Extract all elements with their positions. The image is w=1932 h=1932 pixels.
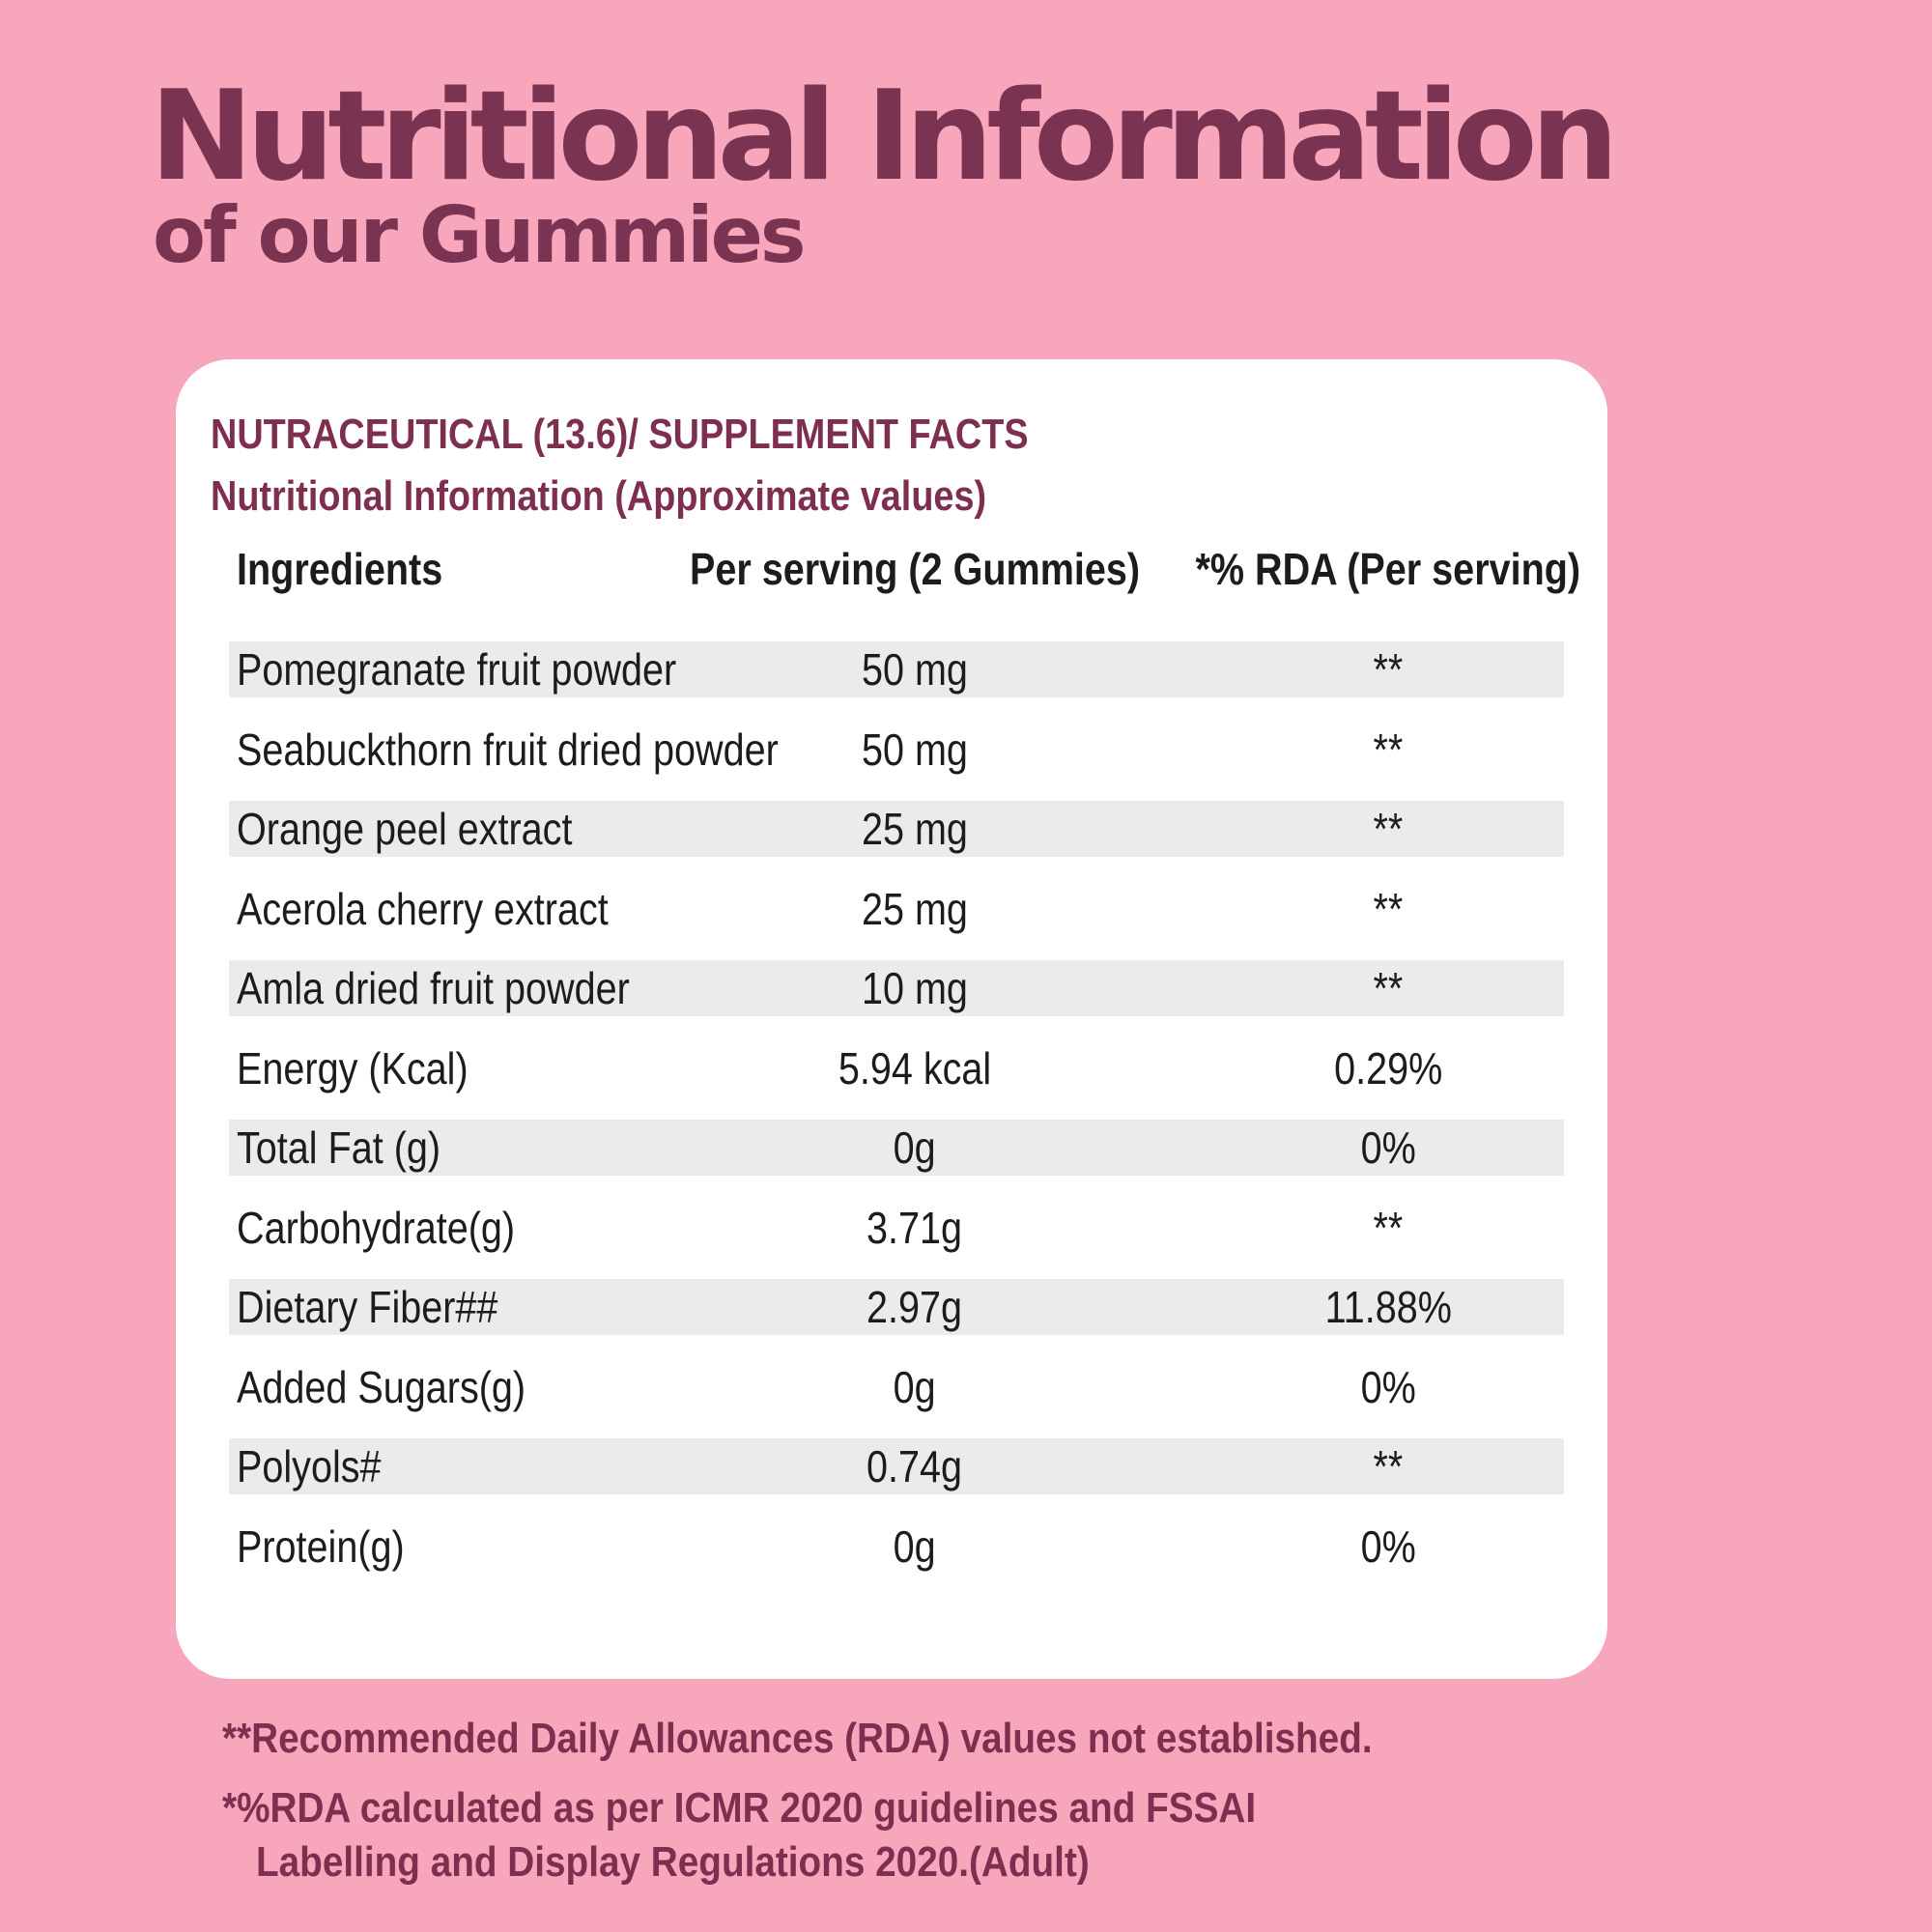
ingredient-amount: 0g bbox=[893, 1520, 936, 1572]
table-row: Dietary Fiber## 2.97g 11.88% bbox=[229, 1258, 1564, 1338]
column-header-ingredients: Ingredients bbox=[237, 544, 443, 594]
ingredient-amount: 25 mg bbox=[862, 883, 968, 934]
table-header-row: Ingredients Per serving (2 Gummies) *% R… bbox=[229, 535, 1580, 603]
ingredient-rda: ** bbox=[1373, 1441, 1404, 1492]
ingredient-name: Carbohydrate(g) bbox=[237, 1202, 516, 1253]
ingredient-name: Seabuckthorn fruit dried powder bbox=[237, 724, 779, 775]
row-shading bbox=[229, 801, 1564, 857]
ingredient-rda: ** bbox=[1373, 883, 1404, 934]
ingredient-amount: 2.97g bbox=[867, 1282, 963, 1332]
ingredient-amount: 0.74g bbox=[867, 1441, 963, 1492]
ingredient-amount: 0g bbox=[893, 1361, 936, 1412]
column-header-per-serving: Per serving (2 Gummies) bbox=[689, 544, 1141, 594]
table-row: Orange peel extract 25 mg ** bbox=[229, 780, 1564, 860]
table-row: Seabuckthorn fruit dried powder 50 mg ** bbox=[229, 700, 1564, 781]
ingredient-rda: 0% bbox=[1360, 1122, 1416, 1173]
page-subtitle: of our Gummies bbox=[153, 190, 806, 280]
row-shading bbox=[229, 641, 1564, 697]
table-row: Acerola cherry extract 25 mg ** bbox=[229, 860, 1564, 940]
row-shading bbox=[229, 1279, 1564, 1335]
nutrition-table: Ingredients Per serving (2 Gummies) *% R… bbox=[229, 535, 1580, 1577]
ingredient-amount: 25 mg bbox=[862, 804, 968, 854]
ingredient-amount: 50 mg bbox=[862, 724, 968, 775]
ingredient-amount: 5.94 kcal bbox=[838, 1042, 992, 1094]
supplement-facts-heading: NUTRACEUTICAL (13.6)/ SUPPLEMENT FACTS bbox=[211, 411, 1029, 458]
ingredient-name: Energy (Kcal) bbox=[237, 1042, 469, 1094]
column-header-rda: *% RDA (Per serving) bbox=[1195, 544, 1581, 594]
row-shading bbox=[229, 960, 1564, 1016]
table-row: Energy (Kcal) 5.94 kcal 0.29% bbox=[229, 1019, 1564, 1099]
ingredient-name: Total Fat (g) bbox=[237, 1122, 441, 1173]
row-shading bbox=[229, 1438, 1564, 1494]
table-row: Added Sugars(g) 0g 0% bbox=[229, 1338, 1564, 1418]
ingredient-name: Added Sugars(g) bbox=[237, 1361, 526, 1412]
footnote-rda-calculation-continued: Labelling and Display Regulations 2020.(… bbox=[256, 1838, 1090, 1886]
ingredient-name: Polyols# bbox=[237, 1441, 382, 1492]
ingredient-rda: ** bbox=[1373, 724, 1404, 775]
footnote-rda-not-established: **Recommended Daily Allowances (RDA) val… bbox=[222, 1715, 1373, 1762]
table-row: Amla dried fruit powder 10 mg ** bbox=[229, 939, 1564, 1019]
table-row: Total Fat (g) 0g 0% bbox=[229, 1098, 1564, 1179]
table-row: Polyols# 0.74g ** bbox=[229, 1417, 1564, 1497]
ingredient-amount: 50 mg bbox=[862, 644, 968, 695]
table-row: Pomegranate fruit powder 50 mg ** bbox=[229, 620, 1564, 700]
ingredient-rda: 0% bbox=[1360, 1520, 1416, 1572]
ingredient-rda: 11.88% bbox=[1324, 1282, 1452, 1332]
table-body: Pomegranate fruit powder 50 mg ** Seabuckth… bbox=[229, 620, 1564, 1577]
ingredient-amount: 0g bbox=[893, 1122, 936, 1173]
row-shading bbox=[229, 1120, 1564, 1176]
ingredient-rda: ** bbox=[1373, 1202, 1404, 1253]
ingredient-name: Amla dried fruit powder bbox=[237, 963, 630, 1013]
ingredient-name: Orange peel extract bbox=[237, 804, 573, 854]
ingredient-name: Dietary Fiber## bbox=[237, 1282, 498, 1332]
ingredient-name: Pomegranate fruit powder bbox=[237, 644, 677, 695]
ingredient-amount: 10 mg bbox=[862, 963, 968, 1013]
ingredient-name: Protein(g) bbox=[237, 1520, 405, 1572]
ingredient-rda: ** bbox=[1373, 804, 1404, 854]
ingredient-rda: ** bbox=[1373, 963, 1404, 1013]
table-row: Carbohydrate(g) 3.71g ** bbox=[229, 1179, 1564, 1259]
ingredient-name: Acerola cherry extract bbox=[237, 883, 609, 934]
footnote-rda-calculation: *%RDA calculated as per ICMR 2020 guidel… bbox=[222, 1784, 1257, 1832]
supplement-facts-subheading: Nutritional Information (Approximate val… bbox=[211, 472, 987, 520]
page-title: Nutritional Information bbox=[150, 65, 1619, 209]
ingredient-rda: 0% bbox=[1360, 1361, 1416, 1412]
table-row: Protein(g) 0g 0% bbox=[229, 1497, 1564, 1577]
ingredient-rda: ** bbox=[1373, 644, 1404, 695]
ingredient-amount: 3.71g bbox=[867, 1202, 963, 1253]
ingredient-rda: 0.29% bbox=[1333, 1042, 1443, 1094]
